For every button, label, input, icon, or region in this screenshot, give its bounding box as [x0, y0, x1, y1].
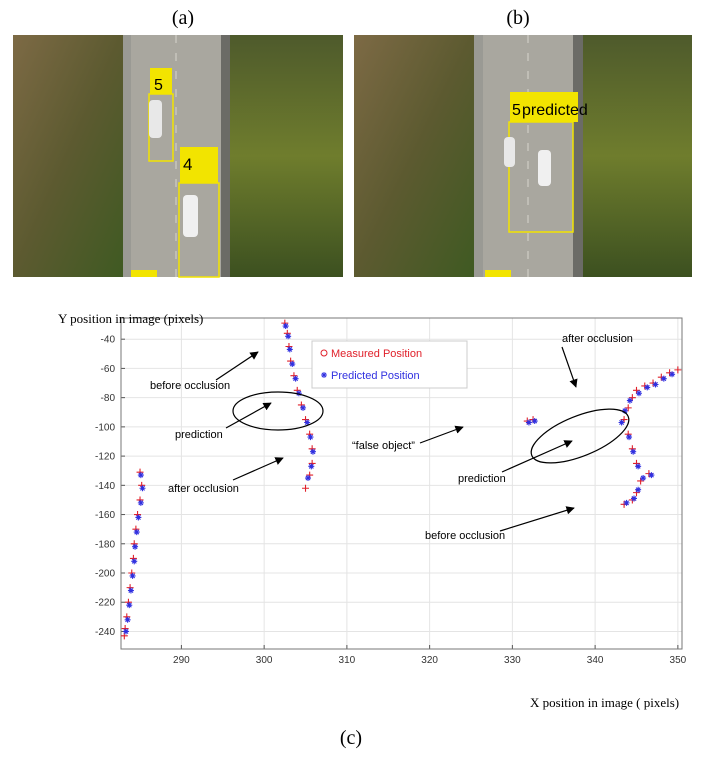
- chart: 290 300 310 320 330 340 350 -240 -220 -200 -180 -16…: [58, 311, 687, 710]
- annotation: prediction: [175, 429, 223, 441]
- y-tick-label: -160: [95, 510, 115, 521]
- y-tick-label: -200: [95, 569, 115, 580]
- image-text: 5: [154, 77, 163, 94]
- x-tick-label: 330: [504, 655, 521, 666]
- predicted-marker: [635, 487, 641, 493]
- image-text: 5: [512, 102, 521, 119]
- predicted-marker: [635, 463, 641, 469]
- predicted-marker: [526, 419, 532, 425]
- predicted-marker: [630, 449, 636, 455]
- image-text: predicted: [522, 102, 588, 119]
- x-tick-label: 310: [339, 655, 356, 666]
- annotation: before occlusion: [150, 380, 230, 392]
- x-tick-label: 290: [173, 655, 190, 666]
- figure: (a) (b) (c) 5 4 5 predicted 290 300 310 320…: [0, 0, 702, 753]
- panel-label: (c): [340, 727, 362, 749]
- predicted-marker: [532, 418, 538, 424]
- annotation: prediction: [458, 473, 506, 485]
- legend-label: Measured Position: [331, 348, 422, 360]
- y-tick-label: -60: [101, 364, 116, 375]
- predicted-marker: [140, 485, 146, 491]
- y-tick-label: -40: [101, 335, 116, 346]
- predicted-marker: [669, 371, 675, 377]
- annotation: before occlusion: [425, 530, 505, 542]
- y-tick-label: -140: [95, 481, 115, 492]
- predicted-marker: [640, 475, 646, 481]
- predicted-marker: [648, 472, 654, 478]
- y-tick-label: -120: [95, 452, 115, 463]
- annotation: “false object”: [352, 440, 415, 452]
- annotation: after occlusion: [168, 483, 239, 495]
- x-axis-label: X position in image ( pixels): [530, 695, 679, 710]
- predicted-marker: [653, 381, 659, 387]
- predicted-marker: [644, 384, 650, 390]
- image-text: 4: [183, 155, 192, 174]
- predicted-marker: [627, 398, 633, 404]
- predicted-marker: [126, 602, 132, 608]
- predicted-marker: [305, 475, 311, 481]
- x-tick-label: 320: [421, 655, 438, 666]
- photo-b: 5 predicted: [354, 35, 692, 277]
- panel-label: (b): [506, 7, 529, 29]
- predicted-marker: [631, 495, 637, 501]
- predicted-marker: [128, 588, 134, 594]
- y-tick-label: -100: [95, 422, 115, 433]
- panel-label: (a): [172, 7, 194, 29]
- y-tick-label: -220: [95, 598, 115, 609]
- x-tick-label: 300: [256, 655, 273, 666]
- annotation: after occlusion: [562, 333, 633, 345]
- y-tick-label: -80: [101, 393, 116, 404]
- predicted-marker: [300, 405, 306, 411]
- predicted-marker: [619, 419, 625, 425]
- photo-a: 5 4: [13, 35, 343, 277]
- y-axis-label: Y position in image (pixels): [58, 311, 203, 326]
- x-tick-label: 340: [587, 655, 604, 666]
- legend-symbol: [321, 372, 327, 378]
- predicted-marker: [131, 558, 137, 564]
- x-tick-label: 350: [670, 655, 687, 666]
- predicted-marker: [123, 628, 129, 634]
- y-tick-label: -180: [95, 539, 115, 550]
- legend-label: Predicted Position: [331, 370, 420, 382]
- y-tick-label: -240: [95, 627, 115, 638]
- predicted-marker: [310, 449, 316, 455]
- predicted-marker: [624, 500, 630, 506]
